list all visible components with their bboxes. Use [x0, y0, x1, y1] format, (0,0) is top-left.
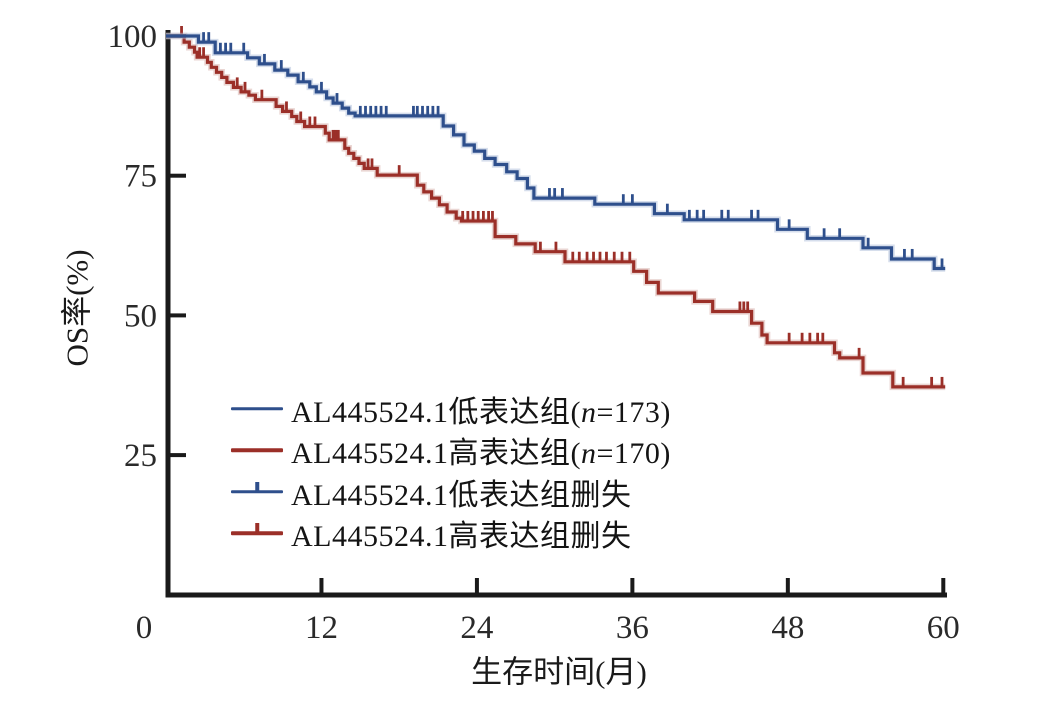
y-tick-label: 100 [108, 19, 158, 55]
legend-censor-sample [231, 522, 283, 544]
legend-item-high-censored: AL445524.1高表达组删失 [231, 513, 671, 555]
x-tick-label: 48 [771, 610, 804, 646]
x-tick-label: 24 [460, 610, 493, 646]
y-axis-title: OS率(%) [59, 249, 95, 367]
censor-tick-mark [255, 481, 259, 492]
legend-line-sample [231, 398, 283, 420]
survival-curve-high-halo [166, 32, 946, 391]
legend-item-low: AL445524.1低表达组(n=173) [231, 388, 671, 430]
legend-item-label: AL445524.1低表达组删失 [291, 478, 632, 512]
legend-censor-sample [231, 481, 283, 503]
x-tick-label: 12 [305, 610, 338, 646]
line-swatch [231, 490, 283, 494]
legend-item-label: AL445524.1高表达组删失 [291, 520, 632, 554]
y-tick-label: 50 [124, 298, 157, 334]
y-tick-label: 25 [124, 438, 157, 474]
line-swatch [231, 531, 283, 535]
line-swatch [231, 448, 283, 452]
survival-curve-low [166, 34, 946, 271]
legend-item-label: AL445524.1低表达组(n=173) [291, 395, 671, 429]
censor-tick-mark [255, 523, 259, 534]
y-tick-label: 75 [124, 159, 157, 195]
legend-item-low-censored: AL445524.1低表达组删失 [231, 471, 671, 513]
legend-item-high: AL445524.1高表达组(n=170) [231, 430, 671, 472]
legend: AL445524.1低表达组(n=173) AL445524.1高表达组(n=1… [231, 388, 671, 554]
legend-item-label: AL445524.1高表达组(n=170) [291, 437, 671, 471]
x-tick-label: 60 [927, 610, 960, 646]
x-axis-title: 生存时间(月) [471, 654, 647, 690]
legend-line-sample [231, 439, 283, 461]
survival-curve-high [166, 34, 946, 389]
line-swatch [231, 407, 283, 411]
x-tick-label: 36 [616, 610, 649, 646]
x-tick-label: 0 [136, 610, 153, 646]
